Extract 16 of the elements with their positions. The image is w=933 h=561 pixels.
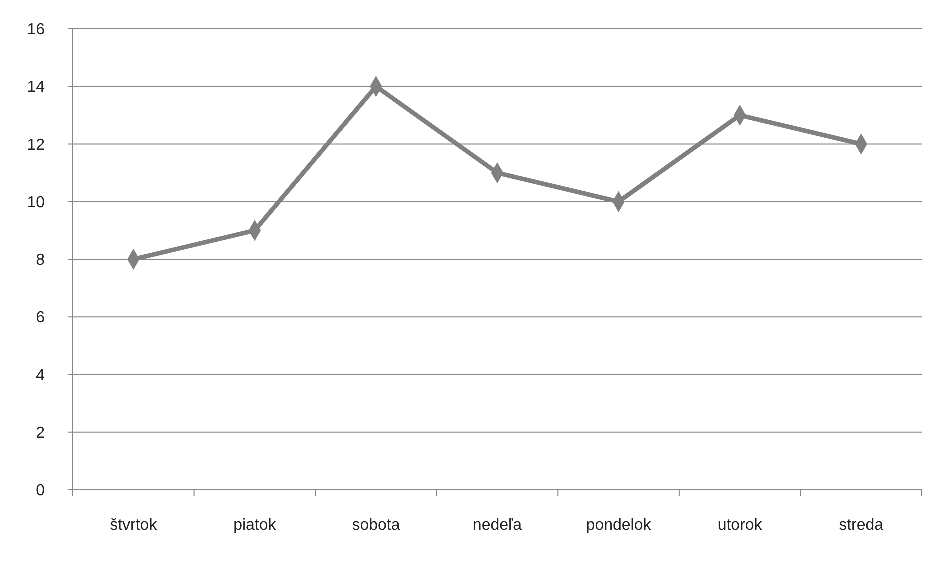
x-tick-label: sobota — [352, 517, 400, 534]
y-tick-label: 16 — [27, 22, 46, 39]
y-tick-label: 6 — [36, 310, 46, 327]
y-tick-label: 0 — [36, 482, 46, 500]
y-tick-label: 14 — [27, 79, 46, 96]
y-tick-label: 2 — [36, 424, 46, 442]
x-tick-label: utorok — [718, 517, 764, 534]
x-tick-label: streda — [839, 517, 884, 534]
y-tick-label: 10 — [27, 194, 46, 212]
x-tick-label: nedeľa — [472, 517, 522, 534]
x-tick-label: pondelok — [586, 517, 652, 534]
x-tick-label: piatok — [234, 517, 278, 534]
y-tick-label: 12 — [27, 136, 46, 154]
y-tick-label: 8 — [36, 252, 46, 270]
y-tick-label: 4 — [36, 367, 46, 384]
x-tick-label: štvrtok — [110, 517, 158, 534]
